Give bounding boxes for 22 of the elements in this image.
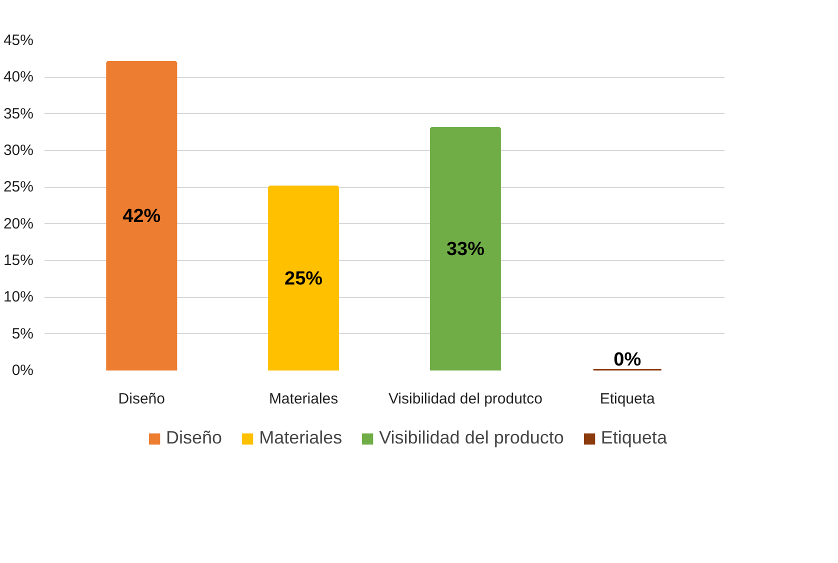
data-label: 42% <box>122 206 161 227</box>
x-tick-label: Visibilidad del produtco <box>388 390 542 408</box>
y-tick-label: 25% <box>3 178 34 196</box>
x-tick-label: Diseño <box>118 390 165 408</box>
data-label: 0% <box>614 350 642 370</box>
y-tick-label: 30% <box>3 142 34 159</box>
x-tick-label: Etiqueta <box>600 390 656 408</box>
legend-label: Visibilidad del producto <box>379 428 564 448</box>
y-tick-label: 5% <box>12 325 34 342</box>
y-tick-label: 20% <box>3 215 34 232</box>
y-tick-label: 45% <box>3 32 34 49</box>
x-tick-label: Materiales <box>268 390 338 408</box>
y-tick-label: 0% <box>12 362 34 379</box>
legend-label: Materiales <box>259 428 342 448</box>
y-tick-label: 15% <box>3 252 34 269</box>
y-tick-label: 35% <box>3 105 34 122</box>
legend-label: Diseño <box>166 428 222 448</box>
y-tick-label: 40% <box>3 68 34 86</box>
legend-label: Etiqueta <box>600 428 667 448</box>
y-tick-label: 10% <box>3 288 34 306</box>
data-label: 33% <box>446 239 485 260</box>
data-label: 25% <box>284 268 323 290</box>
